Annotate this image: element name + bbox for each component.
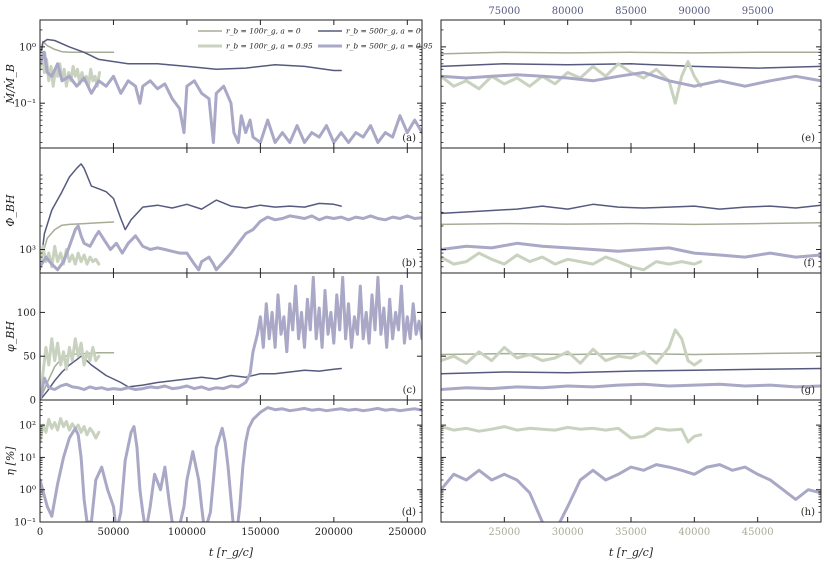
series-line-0-right-row1 xyxy=(441,222,821,226)
series-line-0-left-row0 xyxy=(40,40,115,57)
xtick-label-left-0: 0 xyxy=(37,527,43,538)
ytick-label-row3-0: 10² xyxy=(19,421,36,432)
panel-label-right-row3: (h) xyxy=(801,507,815,518)
series-layer xyxy=(40,38,821,522)
ytick-label-row2-2: 100 xyxy=(17,308,36,319)
xtick-label-right-top-3: 90000 xyxy=(678,6,710,17)
xtick-label-right-bottom-2: 35000 xyxy=(615,527,647,538)
series-line-3-right-row1 xyxy=(441,241,821,259)
ytick-label-row1-0: 10³ xyxy=(19,245,36,256)
series-line-3-right-row3 xyxy=(441,463,821,522)
series-line-3-left-row1 xyxy=(40,214,422,272)
panel-label-right-row1: (f) xyxy=(803,258,815,269)
series-line-1-left-row0 xyxy=(40,38,342,72)
xtick-label-right-bottom-1: 30000 xyxy=(552,527,584,538)
ytick-label-row3-1: 10¹ xyxy=(19,453,36,464)
xtick-label-left-5: 250000 xyxy=(388,527,426,538)
xtick-label-right-top-1: 80000 xyxy=(552,6,584,17)
ytick-label-row3-2: 10⁰ xyxy=(19,485,36,496)
xtick-label-right-top-0: 75000 xyxy=(488,6,520,17)
ylabel-row0: Ṁ/Ṁ_B xyxy=(3,64,17,105)
xtick-label-left-2: 100000 xyxy=(168,527,206,538)
series-line-0-right-row0 xyxy=(441,51,821,55)
panel-label-right-row0: (e) xyxy=(801,133,815,144)
xtick-label-right-bottom-4: 45000 xyxy=(742,527,774,538)
series-line-2-left-row2 xyxy=(40,337,101,400)
series-line-2-right-row0 xyxy=(441,60,703,105)
xtick-label-right-top-2: 85000 xyxy=(615,6,647,17)
xtick-label-right-bottom-3: 40000 xyxy=(678,527,710,538)
ytick-label-row2-0: 0 xyxy=(30,396,36,407)
xtick-label-left-3: 150000 xyxy=(241,527,279,538)
ytick-label-row3-3: 10⁻¹ xyxy=(14,518,36,529)
series-line-1-right-row1 xyxy=(441,203,821,215)
xtick-label-right-top-4: 95000 xyxy=(742,6,774,17)
ytick-label-row2-1: 50 xyxy=(23,352,36,363)
legend-label-3: r_b = 500r_g, a = 0.95 xyxy=(346,42,433,51)
series-line-2-left-row1 xyxy=(40,244,101,269)
panel-label-left-row1: (b) xyxy=(402,258,416,269)
xlabel-left: t [r_g/c] xyxy=(209,546,254,559)
series-line-2-right-row1 xyxy=(441,251,703,272)
series-line-3-left-row3 xyxy=(40,406,422,522)
series-line-1-right-row0 xyxy=(441,63,821,69)
xlabel-right: t [r_g/c] xyxy=(609,546,654,559)
ylabel-row3: η [%] xyxy=(4,446,17,476)
panel-frame-right-row3 xyxy=(440,399,822,523)
panel-frame-right-row2 xyxy=(440,272,822,401)
panel-label-right-row2: (g) xyxy=(801,385,815,396)
series-line-3-right-row2 xyxy=(441,382,821,391)
ytick-label-row0-0: 10⁰ xyxy=(19,42,36,53)
legend: r_b = 100r_g, a = 0 r_b = 500r_g, a = 0 r_… xyxy=(198,27,433,51)
panel-label-left-row2: (c) xyxy=(403,385,417,396)
legend-label-1: r_b = 500r_g, a = 0 xyxy=(346,27,421,36)
series-line-2-left-row0 xyxy=(40,50,101,88)
panel-label-left-row0: (a) xyxy=(402,133,416,144)
ylabel-row2: φ_BH xyxy=(4,321,17,352)
xtick-label-right-bottom-0: 25000 xyxy=(488,527,520,538)
ytick-label-row0-1: 10⁻¹ xyxy=(14,99,36,110)
series-line-3-left-row0 xyxy=(40,50,422,144)
panel-frame-right-row0 xyxy=(440,19,822,149)
series-line-2-right-row3 xyxy=(441,425,703,444)
series-line-1-left-row1 xyxy=(40,163,342,271)
legend-label-0: r_b = 100r_g, a = 0 xyxy=(226,27,301,36)
panel-frame-left-row3 xyxy=(39,399,423,523)
series-line-1-left-row2 xyxy=(40,355,342,400)
series-line-2-right-row2 xyxy=(441,328,703,367)
ylabel-row1: Φ_BH xyxy=(4,194,17,227)
series-line-3-left-row2 xyxy=(40,275,422,400)
axis-labels: Ṁ/Ṁ_B (a) (e) Φ_BH (b) (f) φ_BH (c) (g) η [%] (d) (… xyxy=(3,64,815,559)
series-line-0-right-row2 xyxy=(441,351,821,356)
legend-label-2: r_b = 100r_g, a = 0.95 xyxy=(226,42,313,51)
series-line-3-right-row0 xyxy=(441,71,821,88)
xtick-label-left-1: 50000 xyxy=(98,527,130,538)
series-line-2-left-row3 xyxy=(40,417,101,444)
xtick-label-left-4: 200000 xyxy=(315,527,353,538)
panel-label-left-row3: (d) xyxy=(402,507,416,518)
series-line-1-right-row2 xyxy=(441,367,821,375)
axes-frames xyxy=(39,19,822,523)
